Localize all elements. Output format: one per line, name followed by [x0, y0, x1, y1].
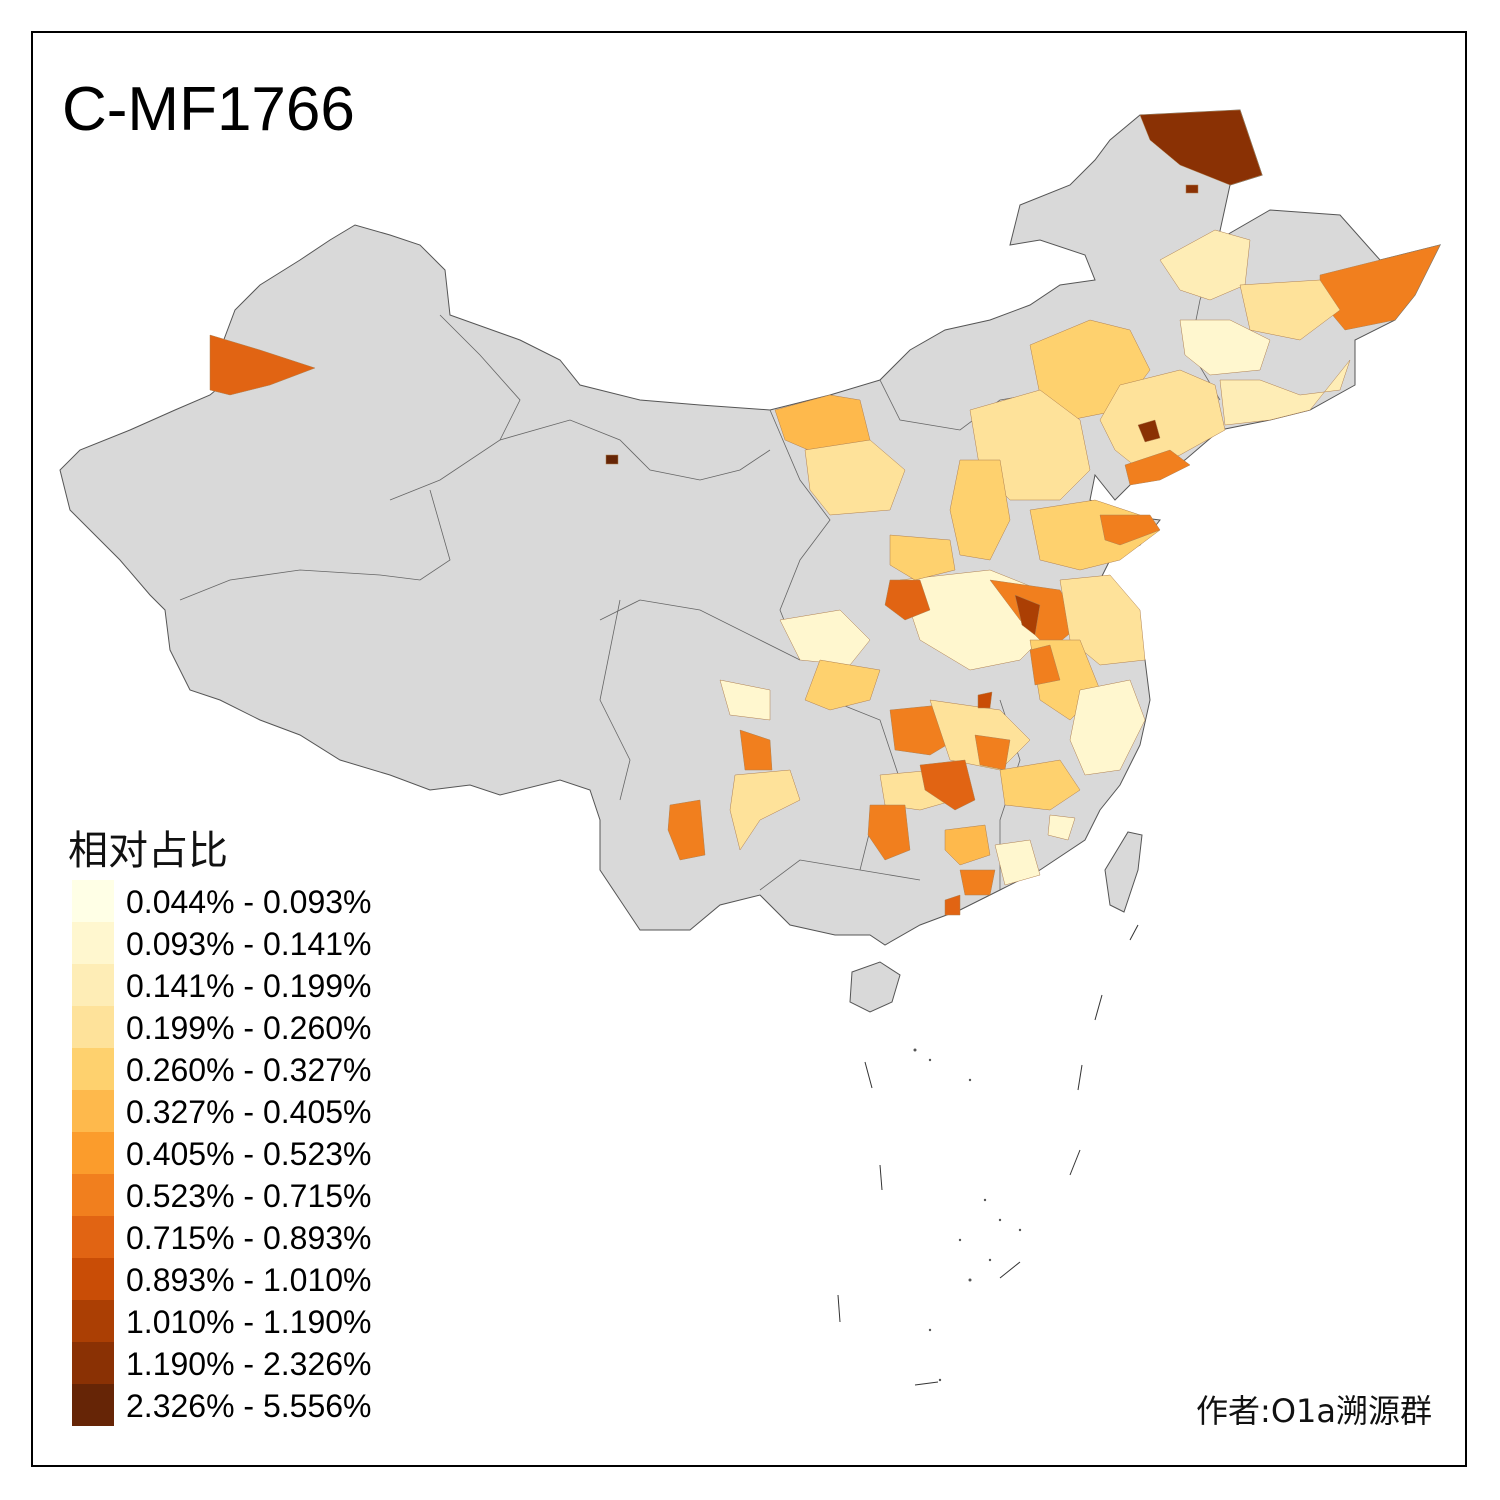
region-hubei-dot	[977, 691, 993, 709]
region-sichuan-north	[804, 659, 881, 711]
region-anhui-orange	[1029, 644, 1061, 686]
region-hunan	[867, 804, 911, 861]
region-tibet-east	[719, 679, 771, 721]
region-northeast-top	[1139, 109, 1263, 186]
region-jiangxi	[999, 759, 1081, 811]
legend-swatch	[72, 880, 114, 922]
legend-label: 0.327% - 0.405%	[126, 1094, 372, 1130]
nine-dash-line	[837, 924, 1139, 1386]
region-shandong-east	[1099, 514, 1161, 546]
region-yunnan-west	[667, 799, 706, 861]
region-ningxia	[804, 439, 906, 516]
region-small-ne	[1185, 184, 1199, 194]
legend-label: 0.893% - 1.010%	[126, 1262, 372, 1298]
region-dalian	[1137, 419, 1161, 443]
legend-swatch	[72, 1216, 114, 1258]
region-hunan-red	[919, 759, 976, 811]
legend-label: 0.523% - 0.715%	[126, 1178, 372, 1214]
region-hubei-orange	[974, 734, 1011, 771]
region-guangdong-coast	[959, 869, 996, 896]
legend-swatch	[72, 922, 114, 964]
legend-label: 1.010% - 1.190%	[126, 1304, 372, 1340]
legend-title: 相对占比	[68, 828, 228, 874]
legend-swatch	[72, 964, 114, 1006]
legend-label: 0.715% - 0.893%	[126, 1220, 372, 1256]
legend-label: 2.326% - 5.556%	[126, 1388, 372, 1424]
region-guangdong	[944, 824, 991, 866]
legend-swatch	[72, 1132, 114, 1174]
region-gansu-dot	[605, 454, 619, 465]
legend-label: 0.093% - 0.141%	[126, 926, 372, 962]
region-heilong-mid	[1239, 279, 1341, 341]
legend-swatch	[72, 1300, 114, 1342]
hainan-island	[849, 961, 901, 1013]
legend-swatch	[72, 1048, 114, 1090]
region-shaanxi	[889, 534, 956, 581]
region-shanxi	[949, 459, 1011, 561]
choropleth-regions	[209, 109, 1441, 916]
legend-label: 0.260% - 0.327%	[126, 1052, 372, 1088]
legend-swatch	[72, 1174, 114, 1216]
map-frame	[31, 31, 1467, 1467]
region-yunnan	[729, 769, 801, 851]
legend-label: 0.044% - 0.093%	[126, 884, 372, 920]
legend-swatch	[72, 1258, 114, 1300]
legend-label: 0.199% - 0.260%	[126, 1010, 372, 1046]
map-title: C-MF1766	[62, 75, 355, 144]
region-fujian	[1047, 814, 1076, 841]
region-xinjiang-west	[209, 334, 316, 396]
region-jilin	[1179, 319, 1271, 376]
legend-swatch	[72, 1342, 114, 1384]
taiwan-island	[1104, 831, 1143, 913]
region-yunnan-north	[739, 729, 773, 771]
region-liaoning-east	[1219, 359, 1351, 426]
scs-islands	[913, 1048, 1022, 1382]
region-guangdong-south	[944, 894, 961, 916]
legend-label: 0.405% - 0.523%	[126, 1136, 372, 1172]
legend-label: 1.190% - 2.326%	[126, 1346, 372, 1382]
region-zhejiang	[1069, 679, 1146, 776]
author-credit: 作者:O1a溯源群	[1196, 1392, 1432, 1430]
region-guangdong-east	[994, 839, 1041, 886]
region-liaoning	[1099, 369, 1226, 471]
legend-swatch	[72, 1006, 114, 1048]
legend-label: 0.141% - 0.199%	[126, 968, 372, 1004]
region-sichuan-east	[779, 609, 871, 666]
region-henan-dark	[1014, 594, 1041, 636]
legend-swatch	[72, 1384, 114, 1426]
region-liaoning-coast	[1124, 449, 1191, 486]
legend-swatch	[72, 1090, 114, 1132]
